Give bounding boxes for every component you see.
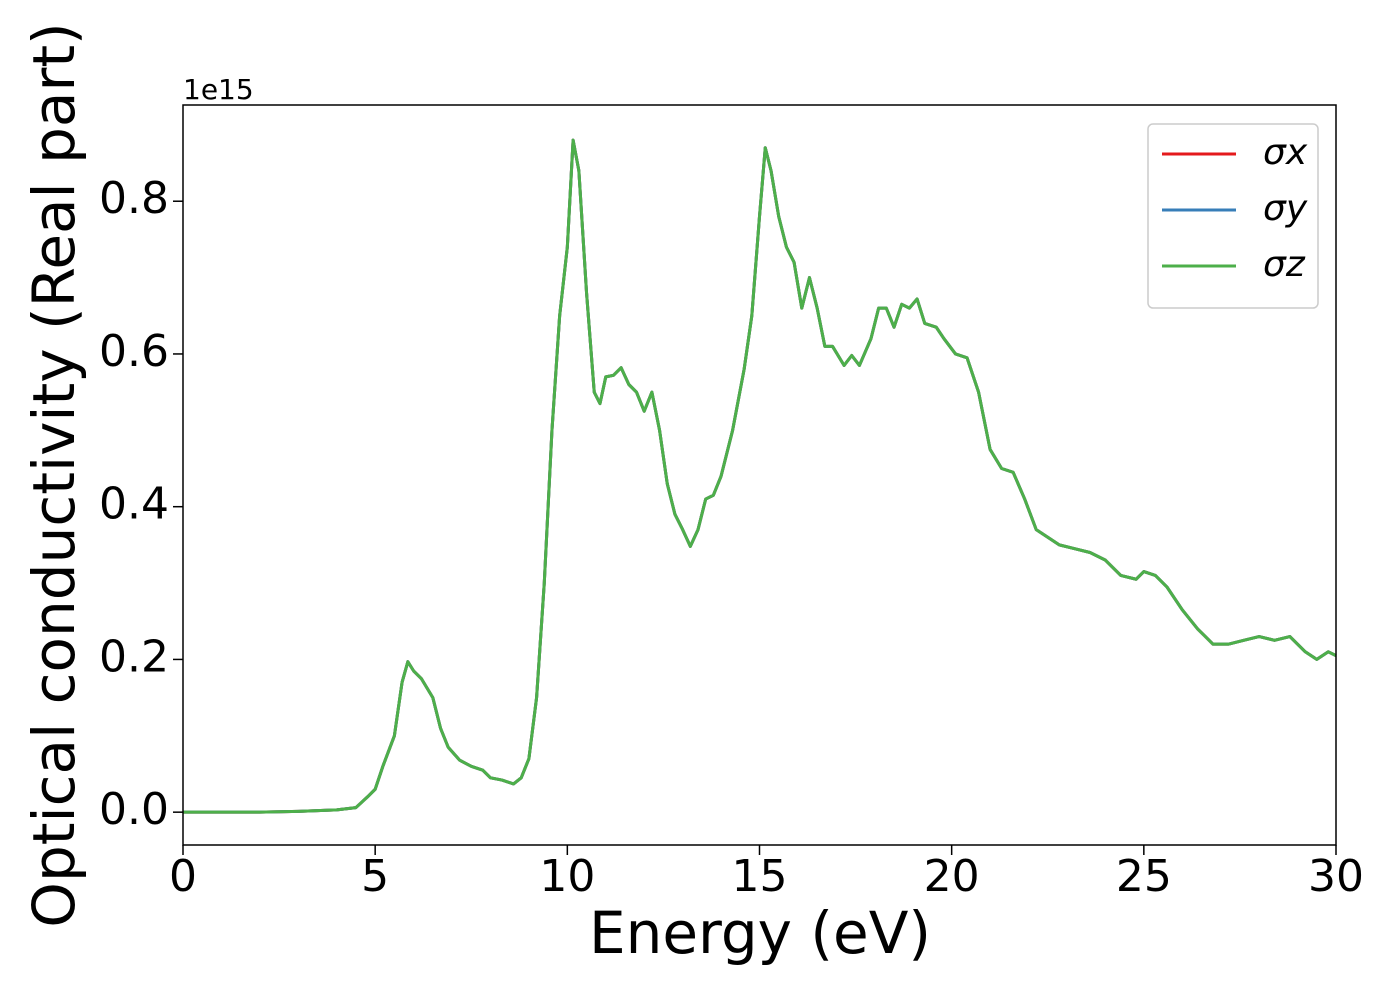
x-tick-label: 25 xyxy=(1116,851,1172,902)
y-tick-label: 0.0 xyxy=(99,784,169,835)
y-tick-label: 0.2 xyxy=(99,631,169,682)
series-line xyxy=(183,138,1337,814)
legend-label: σy xyxy=(1263,188,1308,229)
legend-label: σz xyxy=(1263,244,1306,285)
y-tick-label: 0.4 xyxy=(99,479,169,530)
x-axis-label: Energy (eV) xyxy=(589,899,931,967)
x-tick-label: 10 xyxy=(539,851,595,902)
legend-label: σx xyxy=(1263,132,1308,173)
y-tick-label: 0.6 xyxy=(99,326,169,377)
plot-frame xyxy=(182,104,1337,846)
y-axis-label: Optical conductivity (Real part) xyxy=(20,22,88,927)
x-tick-label: 20 xyxy=(924,851,980,902)
y-offset-label: 1e15 xyxy=(183,73,254,106)
x-tick-label: 15 xyxy=(732,851,788,902)
x-tick-label: 5 xyxy=(361,851,389,902)
x-tick-label: 0 xyxy=(169,851,197,902)
x-tick-label: 30 xyxy=(1308,851,1364,902)
legend-box xyxy=(1147,123,1319,309)
y-tick-label: 0.8 xyxy=(99,173,169,224)
